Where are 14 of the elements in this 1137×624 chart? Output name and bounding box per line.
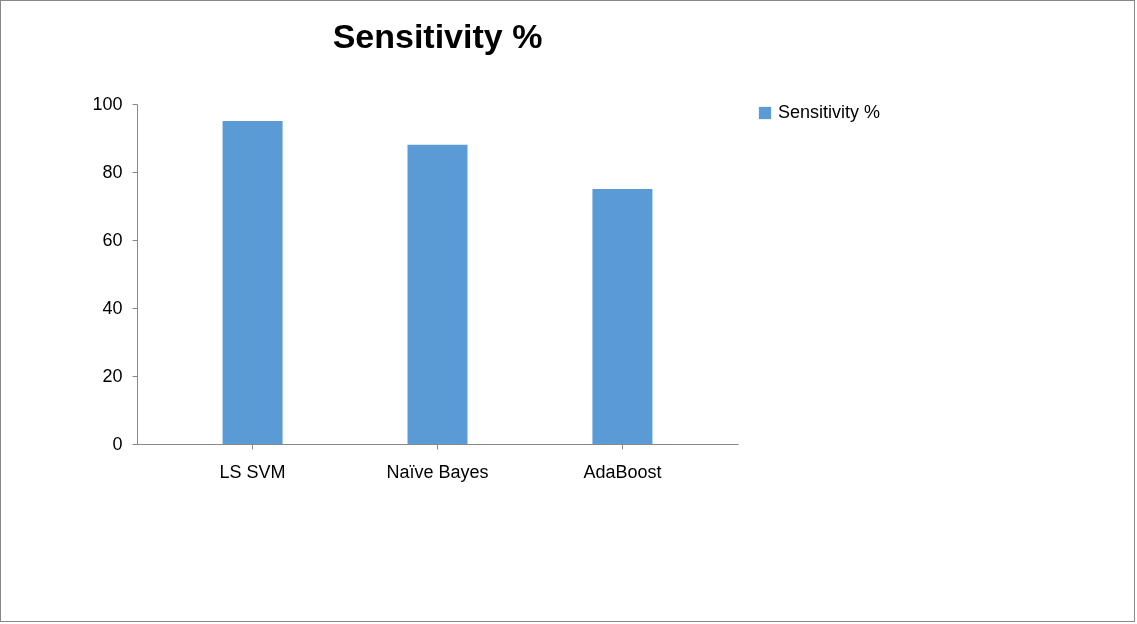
bar bbox=[222, 121, 283, 444]
bar bbox=[407, 144, 468, 444]
legend-label: Sensitivity % bbox=[778, 102, 881, 122]
x-tick-label: AdaBoost bbox=[583, 461, 662, 482]
bar bbox=[592, 189, 653, 444]
y-tick-label: 80 bbox=[102, 161, 123, 182]
chart-title: Sensitivity % bbox=[332, 17, 543, 55]
y-tick-label: 40 bbox=[102, 297, 123, 318]
y-tick-label: 60 bbox=[102, 229, 123, 250]
x-tick-label: LS SVM bbox=[219, 461, 286, 482]
y-tick-label: 100 bbox=[92, 93, 123, 114]
y-tick-label: 0 bbox=[112, 433, 123, 454]
y-tick-label: 20 bbox=[102, 365, 123, 386]
x-tick-label: Naïve Bayes bbox=[386, 461, 489, 482]
